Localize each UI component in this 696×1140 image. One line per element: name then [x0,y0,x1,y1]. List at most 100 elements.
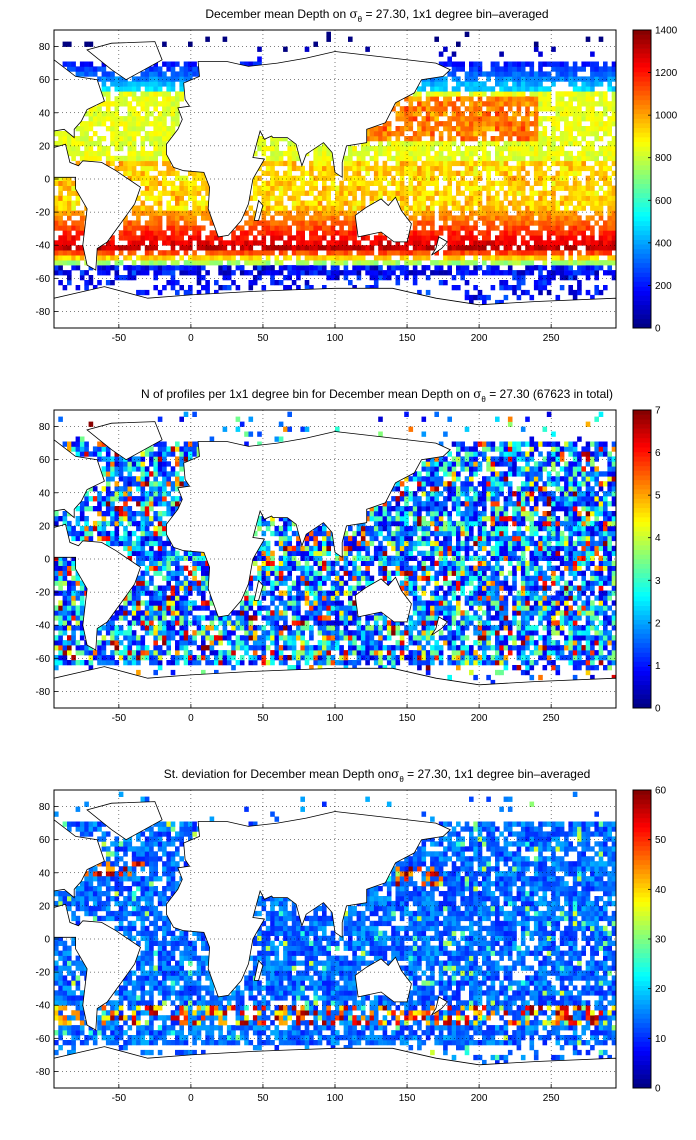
data-cell [525,240,530,246]
data-cell [603,96,608,102]
data-cell [283,250,288,256]
data-cell [214,260,219,266]
data-cell [568,230,573,236]
data-cell [183,655,189,661]
data-cell [611,140,617,147]
data-cell [97,650,102,656]
data-cell [348,280,353,286]
data-cell [533,116,539,122]
data-cell [408,235,414,241]
data-cell [473,195,478,201]
data-cell [71,605,76,611]
data-cell [425,250,431,256]
data-cell [352,190,357,196]
data-cell [451,111,457,117]
data-cell [149,86,154,92]
data-cell [577,121,582,127]
data-cell [352,245,357,251]
data-cell [447,235,452,241]
data-cell [447,160,452,167]
data-cell [356,620,362,626]
data-cell [261,245,267,251]
data-cell [365,190,370,196]
data-cell [495,210,500,216]
data-cell [546,625,552,631]
data-cell [525,625,530,631]
data-cell [473,66,478,72]
data-cell [564,61,569,67]
data-cell [460,150,465,157]
data-cell [460,116,465,122]
data-cell [594,260,599,266]
data-cell [503,205,509,211]
data-cell [417,605,422,611]
data-cell [499,210,504,216]
data-cell [183,200,189,206]
data-cell [188,195,193,201]
data-cell [218,650,223,656]
data-cell [512,150,517,157]
data-cell [490,101,496,107]
data-cell [590,650,595,656]
data-cell [58,245,63,251]
data-cell [434,190,439,196]
data-cell [417,615,422,621]
data-cell [287,665,292,671]
data-cell [140,645,146,651]
data-cell [105,145,111,152]
data-cell [304,595,310,601]
data-cell [313,620,318,626]
data-cell [568,150,573,157]
data-cell [425,155,431,162]
data-cell [265,185,271,191]
data-cell [585,610,591,616]
colorbar-tick-label: 200 [655,281,672,292]
data-cell [352,665,357,671]
data-cell [326,615,331,621]
data-cell [326,155,331,162]
data-cell [585,126,591,132]
data-cell [443,260,448,266]
data-cell [382,260,388,266]
data-cell [464,635,470,641]
data-cell [313,225,318,231]
data-cell [421,615,427,621]
data-cell [274,605,280,611]
data-cell [417,121,422,127]
data-cell [123,645,128,651]
data-cell [54,605,59,611]
data-cell [551,150,556,157]
data-cell [317,155,323,162]
data-cell [581,145,586,152]
data-cell [460,210,465,216]
data-cell [166,255,171,261]
data-cell [555,650,561,656]
data-cell [382,270,388,276]
data-cell [287,590,292,596]
data-cell [425,265,431,271]
data-cell [110,655,115,661]
data-cell [356,200,362,206]
data-cell [205,285,210,291]
data-cell [201,590,206,596]
data-cell [283,605,288,611]
data-cell [529,265,535,271]
data-cell [231,655,236,661]
data-cell [412,595,418,601]
data-cell [296,630,301,636]
data-cell [507,220,513,226]
data-cell [512,76,517,82]
data-cell [542,101,548,107]
data-cell [564,175,569,181]
data-cell [590,674,595,681]
data-cell [356,175,362,181]
data-cell [590,230,595,236]
data-cell [157,610,163,616]
data-cell [157,595,163,601]
data-cell [611,106,617,112]
data-cell [175,170,180,176]
data-cell [335,245,340,251]
data-cell [603,145,608,152]
data-cell [486,635,491,641]
data-cell [507,165,513,172]
